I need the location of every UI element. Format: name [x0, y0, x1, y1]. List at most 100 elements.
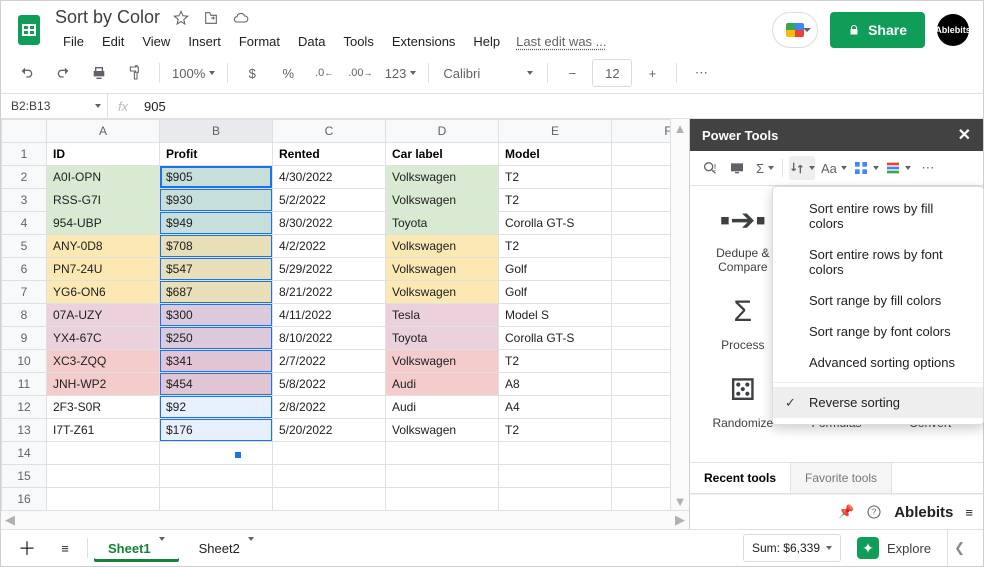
pt-search-icon[interactable]: !	[698, 156, 720, 180]
zoom-select[interactable]: 100%	[168, 60, 219, 86]
cell[interactable]	[612, 442, 671, 465]
cell[interactable]: 2F3-S0R	[47, 396, 160, 419]
more-formats-button[interactable]: 123	[381, 60, 421, 86]
cell[interactable]: 07A-UZY	[47, 304, 160, 327]
cell[interactable]: Volkswagen	[386, 350, 499, 373]
cell[interactable]	[273, 442, 386, 465]
cell[interactable]: 5/8/2022	[273, 373, 386, 396]
undo-button[interactable]	[11, 60, 43, 86]
cell[interactable]	[612, 396, 671, 419]
increase-decimals-button[interactable]: .00→	[344, 60, 376, 86]
row-header[interactable]: 12	[2, 396, 47, 419]
col-header-D[interactable]: D	[386, 120, 499, 143]
dd-reverse-sorting[interactable]: Reverse sorting	[773, 387, 983, 418]
toolbar-overflow-button[interactable]: ⋯	[685, 60, 717, 86]
row-header[interactable]: 8	[2, 304, 47, 327]
share-button[interactable]: Share	[830, 12, 925, 48]
pt-text-icon[interactable]: Aa	[821, 156, 847, 180]
horizontal-scrollbar[interactable]: ◀ ▶	[1, 510, 689, 529]
pt-sigma-icon[interactable]: Σ	[754, 156, 776, 180]
doc-title[interactable]: Sort by Color	[55, 7, 160, 28]
cell[interactable]: $687	[160, 281, 273, 304]
cell[interactable]: $176	[160, 419, 273, 442]
cell[interactable]: XC3-ZQQ	[47, 350, 160, 373]
paint-format-button[interactable]	[119, 60, 151, 86]
panel-menu-icon[interactable]: ≡	[965, 505, 973, 520]
dd-sort-rows-fill[interactable]: Sort entire rows by fill colors	[773, 193, 983, 239]
cell[interactable]: T2	[499, 166, 612, 189]
cell[interactable]	[160, 465, 273, 488]
menu-data[interactable]: Data	[290, 30, 333, 53]
cell[interactable]	[160, 488, 273, 511]
menu-edit[interactable]: Edit	[94, 30, 132, 53]
menu-tools[interactable]: Tools	[335, 30, 381, 53]
cell[interactable]	[612, 419, 671, 442]
print-button[interactable]	[83, 60, 115, 86]
cell[interactable]: $454	[160, 373, 273, 396]
cell[interactable]: Toyota	[386, 327, 499, 350]
cell[interactable]	[160, 442, 273, 465]
cell[interactable]	[499, 488, 612, 511]
format-currency-button[interactable]: $	[236, 60, 268, 86]
ablebits-logo[interactable]: Ablebits	[894, 504, 953, 521]
cell[interactable]: $250	[160, 327, 273, 350]
cell[interactable]	[47, 442, 160, 465]
redo-button[interactable]	[47, 60, 79, 86]
cell[interactable]: ANY-0D8	[47, 235, 160, 258]
cell[interactable]: Golf	[499, 281, 612, 304]
row-header[interactable]: 3	[2, 189, 47, 212]
cell[interactable]	[386, 442, 499, 465]
cell[interactable]: 5/2/2022	[273, 189, 386, 212]
cell[interactable]: PN7-24U	[47, 258, 160, 281]
cell[interactable]: Volkswagen	[386, 189, 499, 212]
font-size-input[interactable]: 12	[592, 59, 632, 87]
pin-icon[interactable]: 📌	[838, 504, 854, 520]
cell[interactable]: Volkswagen	[386, 281, 499, 304]
cell[interactable]: Volkswagen	[386, 235, 499, 258]
cell[interactable]: YG6-ON6	[47, 281, 160, 304]
meet-button[interactable]	[772, 12, 818, 48]
cell[interactable]: 8/21/2022	[273, 281, 386, 304]
font-size-increase[interactable]: +	[636, 60, 668, 86]
row-header[interactable]: 7	[2, 281, 47, 304]
pt-grid-icon[interactable]	[853, 156, 879, 180]
row-header[interactable]: 5	[2, 235, 47, 258]
cell[interactable]: $930	[160, 189, 273, 212]
status-sum[interactable]: Sum: $6,339	[743, 534, 841, 562]
header-cell[interactable]: Car label	[386, 143, 499, 166]
cell[interactable]: $92	[160, 396, 273, 419]
pt-table-icon[interactable]	[885, 156, 911, 180]
move-icon[interactable]	[202, 9, 220, 27]
tab-recent-tools[interactable]: Recent tools	[690, 463, 791, 493]
cell[interactable]: A0I-OPN	[47, 166, 160, 189]
cell[interactable]	[386, 465, 499, 488]
format-percent-button[interactable]: %	[272, 60, 304, 86]
cell[interactable]: $949	[160, 212, 273, 235]
row-header[interactable]: 15	[2, 465, 47, 488]
cell[interactable]	[499, 465, 612, 488]
scroll-right-icon[interactable]: ▶	[675, 511, 685, 529]
font-family-select[interactable]: Calibri	[437, 60, 539, 86]
header-cell[interactable]: Model	[499, 143, 612, 166]
formula-input[interactable]: 905	[138, 99, 983, 114]
selection-handle[interactable]	[235, 452, 241, 458]
cell[interactable]	[612, 189, 671, 212]
menu-extensions[interactable]: Extensions	[384, 30, 464, 53]
cell[interactable]: Corolla GT-S	[499, 212, 612, 235]
cell[interactable]: $708	[160, 235, 273, 258]
cell[interactable]: Model S	[499, 304, 612, 327]
sheets-logo-icon[interactable]	[15, 12, 43, 48]
col-header-C[interactable]: C	[273, 120, 386, 143]
menu-file[interactable]: File	[55, 30, 92, 53]
sheet-tab-2[interactable]: Sheet2	[185, 534, 268, 562]
dd-sort-range-font[interactable]: Sort range by font colors	[773, 316, 983, 347]
cell[interactable]: JNH-WP2	[47, 373, 160, 396]
cell[interactable]	[612, 212, 671, 235]
menu-help[interactable]: Help	[465, 30, 508, 53]
scroll-left-icon[interactable]: ◀	[5, 511, 15, 529]
last-edit-link[interactable]: Last edit was ...	[516, 34, 606, 49]
cell[interactable]: T2	[499, 235, 612, 258]
cell[interactable]: Tesla	[386, 304, 499, 327]
cell[interactable]: 4/2/2022	[273, 235, 386, 258]
cell[interactable]	[612, 235, 671, 258]
